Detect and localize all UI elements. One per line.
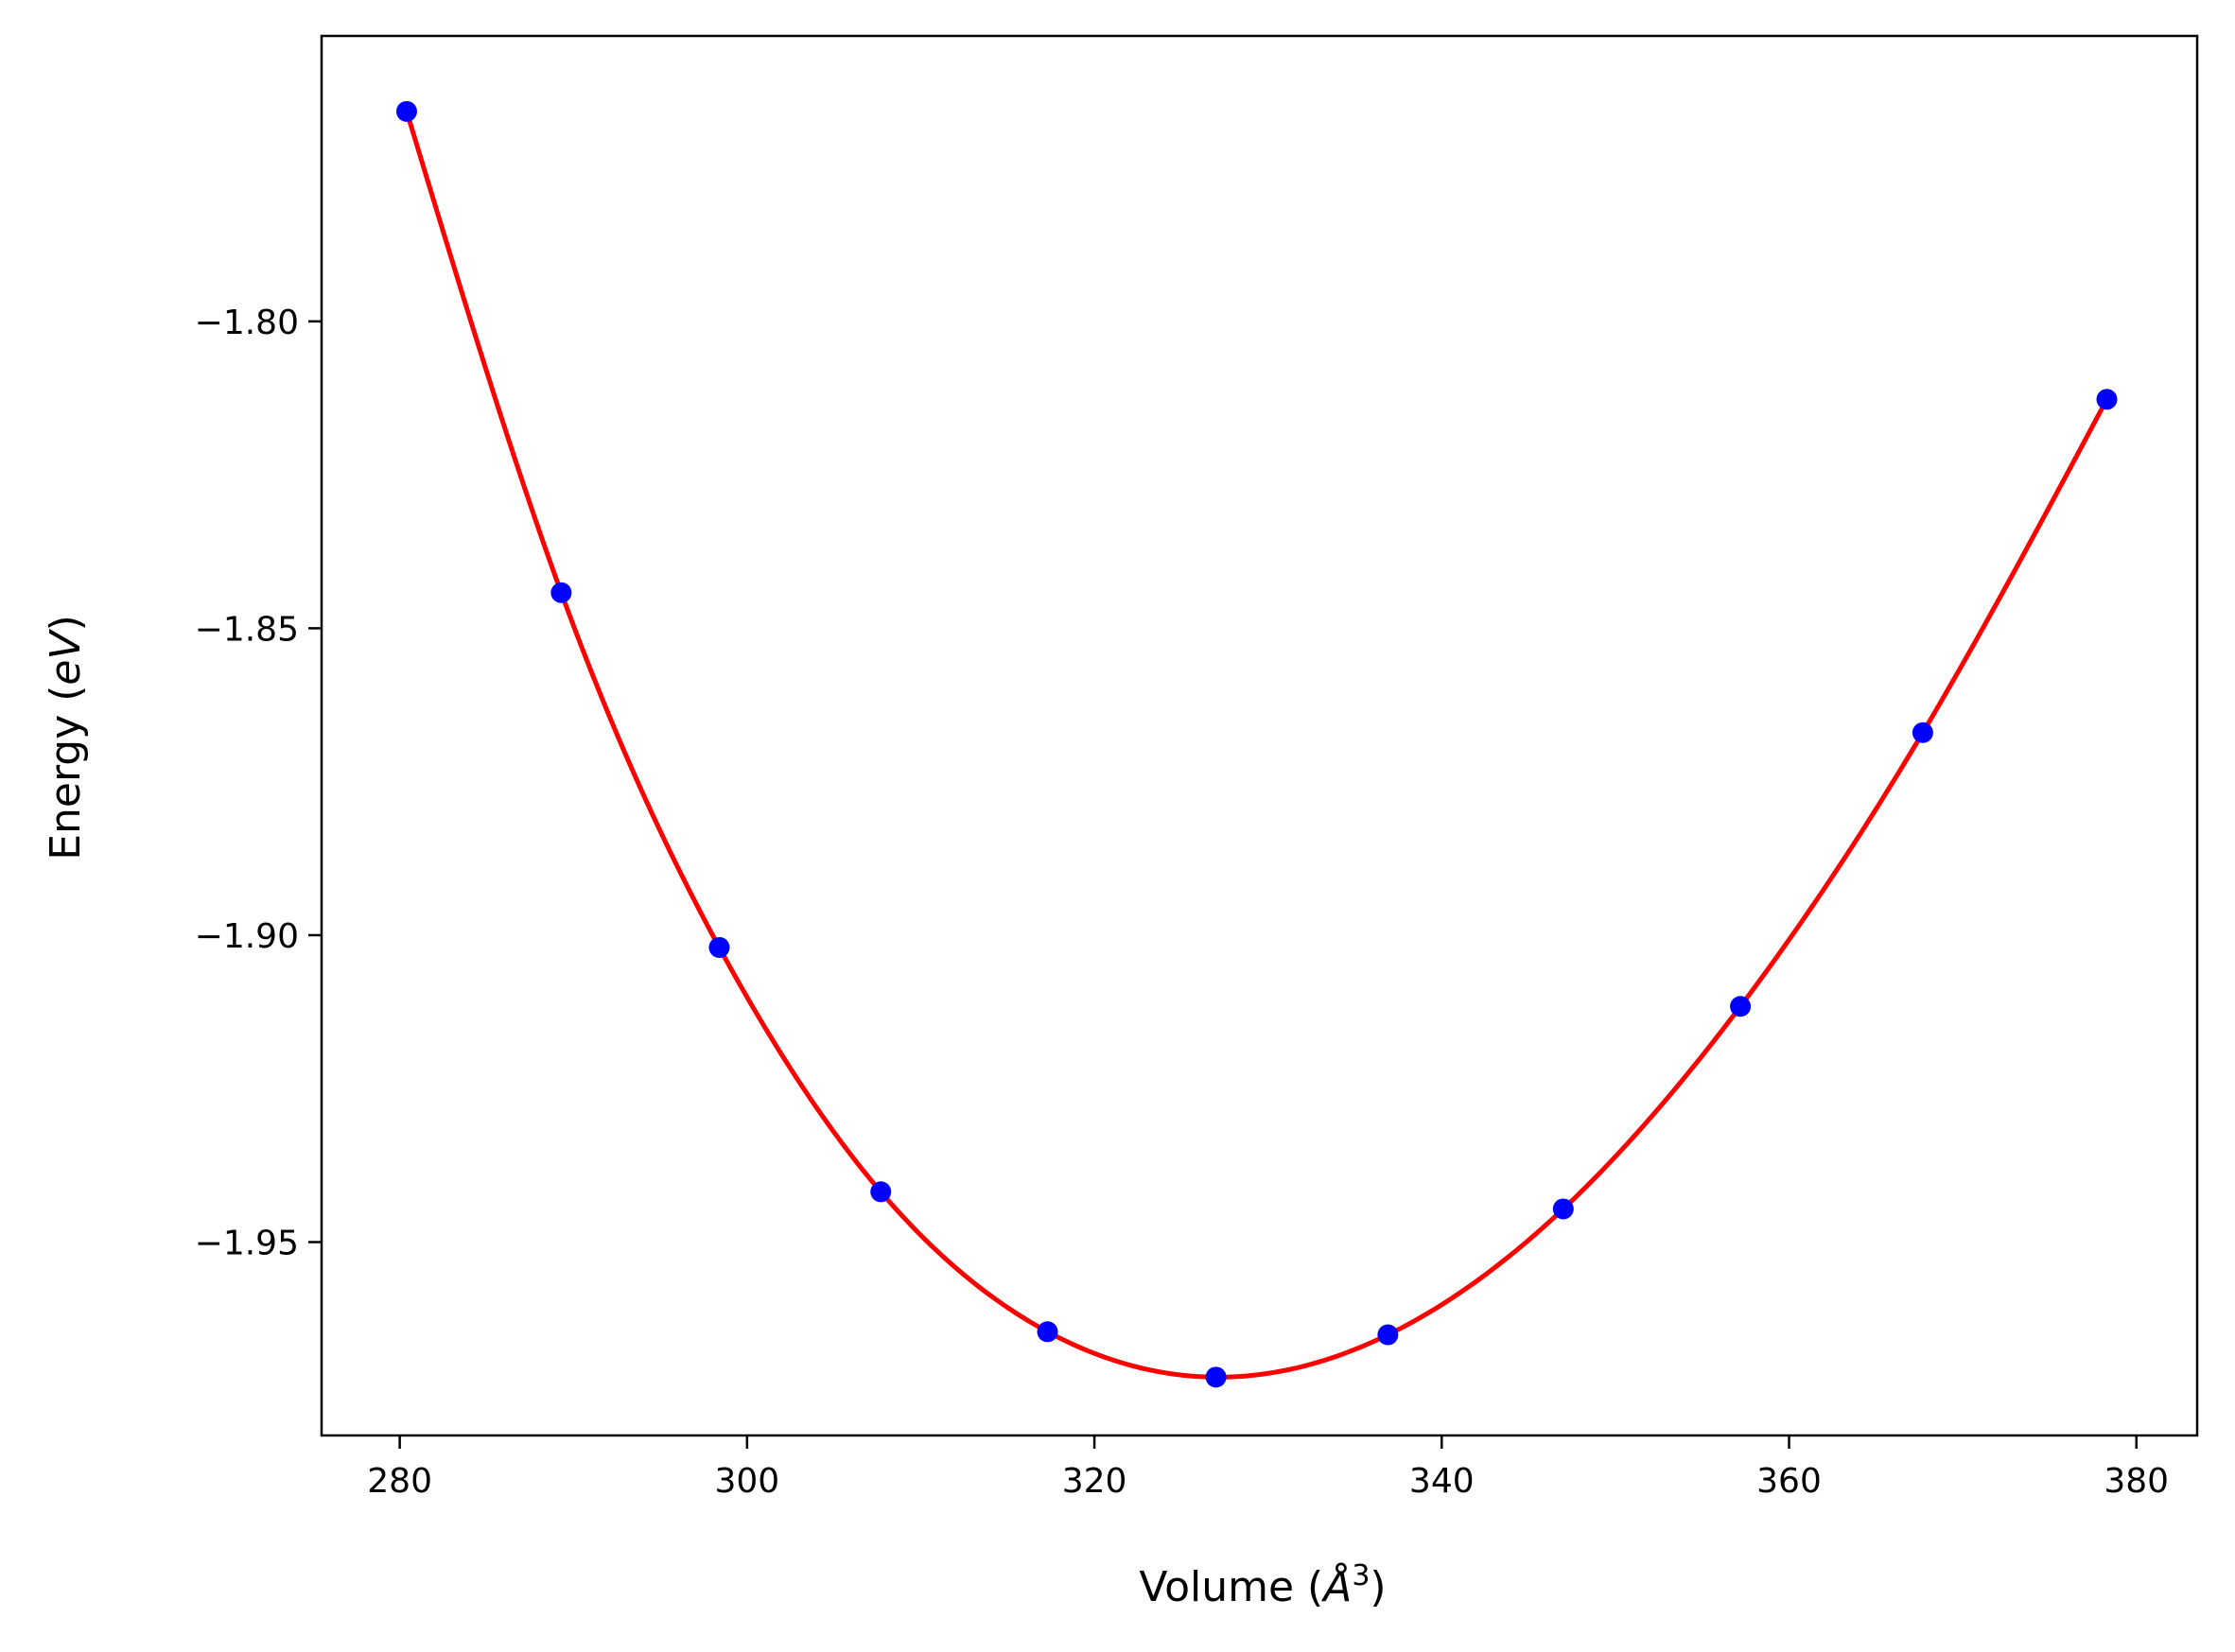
x-tick-label: 300 xyxy=(714,1462,779,1501)
x-tick-label: 380 xyxy=(2104,1462,2169,1501)
data-points-layer xyxy=(395,100,2118,1388)
data-point xyxy=(708,936,730,958)
data-point xyxy=(550,582,572,603)
x-tick-label: 280 xyxy=(367,1462,432,1501)
data-point xyxy=(1912,722,1933,743)
y-axis-ticks: −1.80 −1.85 −1.90 −1.95 xyxy=(195,304,322,1263)
y-tick-label: −1.95 xyxy=(195,1225,299,1263)
data-point xyxy=(395,100,417,122)
y-axis-label: Energy (eV) xyxy=(42,615,90,861)
data-point xyxy=(1377,1324,1399,1346)
data-point xyxy=(2096,389,2118,410)
x-axis-ticks: 280 300 320 340 360 380 xyxy=(367,1435,2169,1501)
y-tick-label: −1.90 xyxy=(195,917,299,956)
plot-frame xyxy=(320,34,2199,1437)
plot-area xyxy=(320,34,2199,1437)
data-point xyxy=(870,1181,892,1203)
x-tick-label: 320 xyxy=(1062,1462,1127,1501)
x-tick-label: 360 xyxy=(1756,1462,1822,1501)
data-point xyxy=(1552,1198,1574,1220)
x-tick-label: 340 xyxy=(1409,1462,1475,1501)
x-axis-label: Volume (Å3) xyxy=(1139,1559,1386,1612)
data-point xyxy=(1205,1366,1227,1388)
data-point xyxy=(1730,996,1752,1017)
y-tick-label: −1.85 xyxy=(195,610,299,649)
data-point xyxy=(1037,1321,1058,1343)
y-tick-label: −1.80 xyxy=(195,304,299,342)
